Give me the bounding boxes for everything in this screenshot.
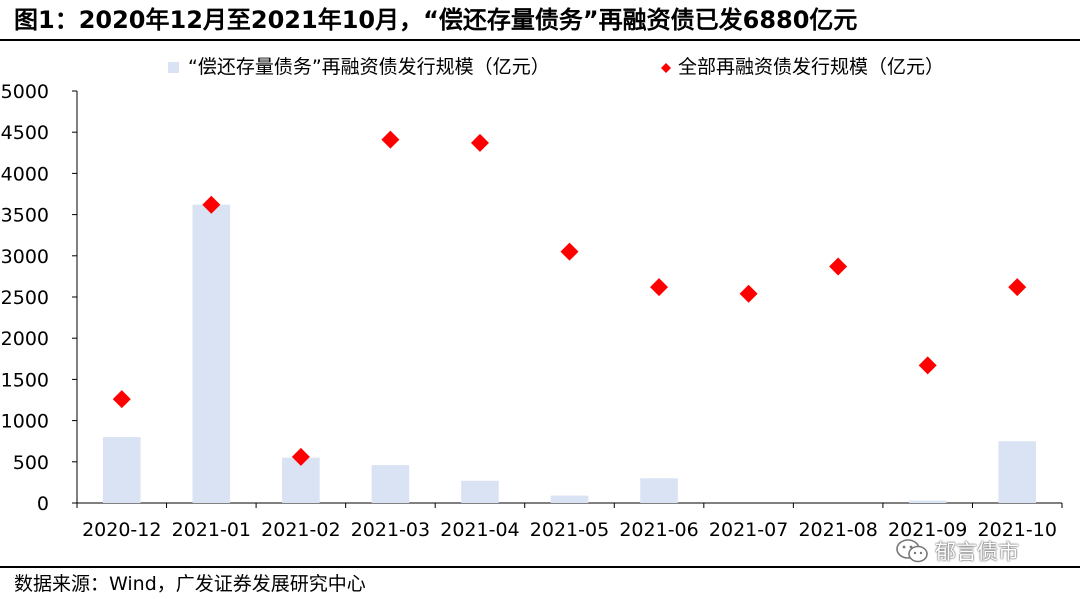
legend-label-bar: “偿还存量债务”再融资债发行规模（亿元）: [188, 56, 550, 78]
y-tick-label: 2500: [1, 287, 49, 309]
x-tick-label: 2021-06: [619, 519, 698, 541]
y-tick-label: 2000: [1, 328, 49, 350]
y-tick-label: 1000: [1, 411, 49, 433]
bar: [102, 437, 141, 503]
y-tick-label: 0: [37, 493, 49, 515]
wechat-icon: [896, 539, 928, 563]
chart-title: 图1：2020年12月至2021年10月，“偿还存量债务”再融资债已发6880亿…: [14, 6, 858, 34]
diamond-marker: [202, 195, 221, 214]
legend-label-marker: 全部再融资债发行规模（亿元）: [678, 56, 944, 78]
x-tick-label: 2021-03: [351, 519, 430, 541]
y-tick-label: 5000: [1, 81, 49, 103]
chart-area: “偿还存量债务”再融资债发行规模（亿元） 全部再融资债发行规模（亿元） 0 500 1…: [1, 56, 1063, 541]
x-tick-label: 2021-09: [888, 519, 967, 541]
watermark-text: 郁言债市: [935, 540, 1019, 564]
y-tick-label: 3500: [1, 205, 49, 227]
diamond-marker: [560, 242, 579, 261]
x-tick-label: 2021-01: [172, 519, 251, 541]
diamond-marker: [739, 284, 758, 303]
y-tick-label: 3000: [1, 246, 49, 268]
diamond-marker: [381, 130, 400, 149]
top-rule: [0, 39, 1080, 41]
diamond-marker: [1008, 278, 1027, 297]
watermark: 郁言债市: [895, 536, 1019, 566]
legend-swatch-bar: [168, 62, 179, 73]
diamond-marker: [112, 390, 131, 409]
diamond-marker: [470, 133, 489, 152]
legend: “偿还存量债务”再融资债发行规模（亿元） 全部再融资债发行规模（亿元）: [168, 56, 944, 78]
bar: [908, 500, 947, 503]
x-tick-label: 2021-08: [798, 519, 877, 541]
x-tick-label: 2021-05: [530, 519, 609, 541]
y-axis: 0 500 1000 1500 2000 2500 3000 3500 4000 4500 5000: [1, 81, 78, 515]
legend-swatch-marker: [661, 63, 671, 73]
y-tick-label: 4500: [1, 122, 49, 144]
x-tick-label: 2021-04: [440, 519, 519, 541]
diamond-marker: [918, 356, 937, 375]
bar: [550, 495, 589, 503]
y-tick-label: 4000: [1, 163, 49, 185]
bar: [461, 480, 499, 503]
y-tick-label: 500: [13, 452, 49, 474]
diamond-marker: [291, 447, 310, 466]
diamond-marker: [829, 257, 848, 276]
x-tick-label: 2020-12: [82, 519, 161, 541]
bar: [640, 478, 678, 503]
x-tick-label: 2021-07: [709, 519, 788, 541]
diamond-marker: [650, 278, 669, 297]
y-tick-label: 1500: [1, 369, 49, 391]
bar: [192, 204, 231, 503]
marker-series: [112, 130, 1027, 466]
x-tick-label: 2021-10: [978, 519, 1057, 541]
source-note: 数据来源：Wind，广发证券发展研究中心: [14, 573, 366, 595]
bar: [371, 465, 410, 503]
x-tick-label: 2021-02: [261, 519, 340, 541]
bottom-rule: [0, 566, 1080, 568]
bar: [998, 441, 1037, 503]
